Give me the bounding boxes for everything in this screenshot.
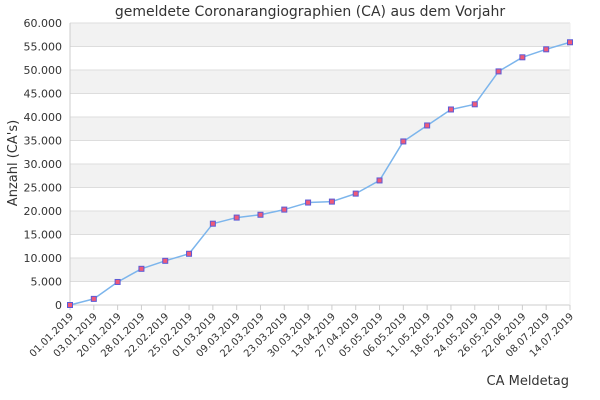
data-point: [352, 190, 359, 197]
y-tick-labels: 0 5.000 10.000 15.000 20.000 25.000 30.000 35.0…: [24, 17, 63, 312]
data-point: [471, 101, 478, 108]
y-tick-label: 30.000: [24, 158, 63, 171]
data-point: [376, 177, 383, 184]
data-point: [257, 211, 264, 218]
y-tick-label: 40.000: [24, 111, 63, 124]
y-tick-label: 0: [55, 299, 62, 312]
y-tick-label: 35.000: [24, 135, 63, 148]
y-tick-label: 60.000: [24, 17, 63, 30]
data-point: [186, 250, 193, 257]
data-point: [233, 214, 240, 221]
grid-lines: [70, 22, 570, 306]
data-point: [114, 278, 121, 285]
data-point: [400, 138, 407, 145]
data-point: [162, 257, 169, 264]
data-point: [138, 265, 145, 272]
data-point: [567, 39, 573, 46]
data-point: [328, 198, 335, 205]
x-axis-title: CA Meldetag: [487, 374, 570, 389]
x-tick-labels: 01.01.201903.01.201920.01.201928.01.2019…: [28, 311, 576, 359]
plot-band: [70, 117, 570, 141]
series-group: [67, 39, 573, 308]
data-point: [209, 220, 216, 227]
data-point: [543, 46, 550, 53]
data-point: [424, 122, 431, 129]
chart-title: gemeldete Coronarangiographien (CA) aus …: [115, 4, 506, 20]
data-point: [495, 68, 502, 75]
plot-band: [70, 258, 570, 282]
plot-band: [70, 70, 570, 94]
data-point: [305, 199, 312, 206]
axes: [69, 23, 571, 310]
y-tick-label: 10.000: [24, 252, 63, 265]
y-tick-label: 5.000: [31, 276, 63, 289]
y-tick-label: 15.000: [24, 229, 63, 242]
y-tick-label: 55.000: [24, 41, 63, 54]
series-line: [69, 41, 571, 306]
y-tick-label: 25.000: [24, 182, 63, 195]
data-point: [90, 295, 97, 302]
y-tick-label: 45.000: [24, 88, 63, 101]
data-point: [447, 106, 454, 113]
plot-band: [70, 164, 570, 188]
data-point: [281, 206, 288, 213]
y-axis-title: Anzahl (CA's): [6, 120, 21, 206]
y-tick-label: 20.000: [24, 205, 63, 218]
y-tick-label: 50.000: [24, 64, 63, 77]
data-point: [67, 302, 73, 308]
plot-bands: [70, 23, 570, 282]
plot-band: [70, 23, 570, 47]
data-point: [519, 54, 526, 61]
plot-band: [70, 211, 570, 235]
